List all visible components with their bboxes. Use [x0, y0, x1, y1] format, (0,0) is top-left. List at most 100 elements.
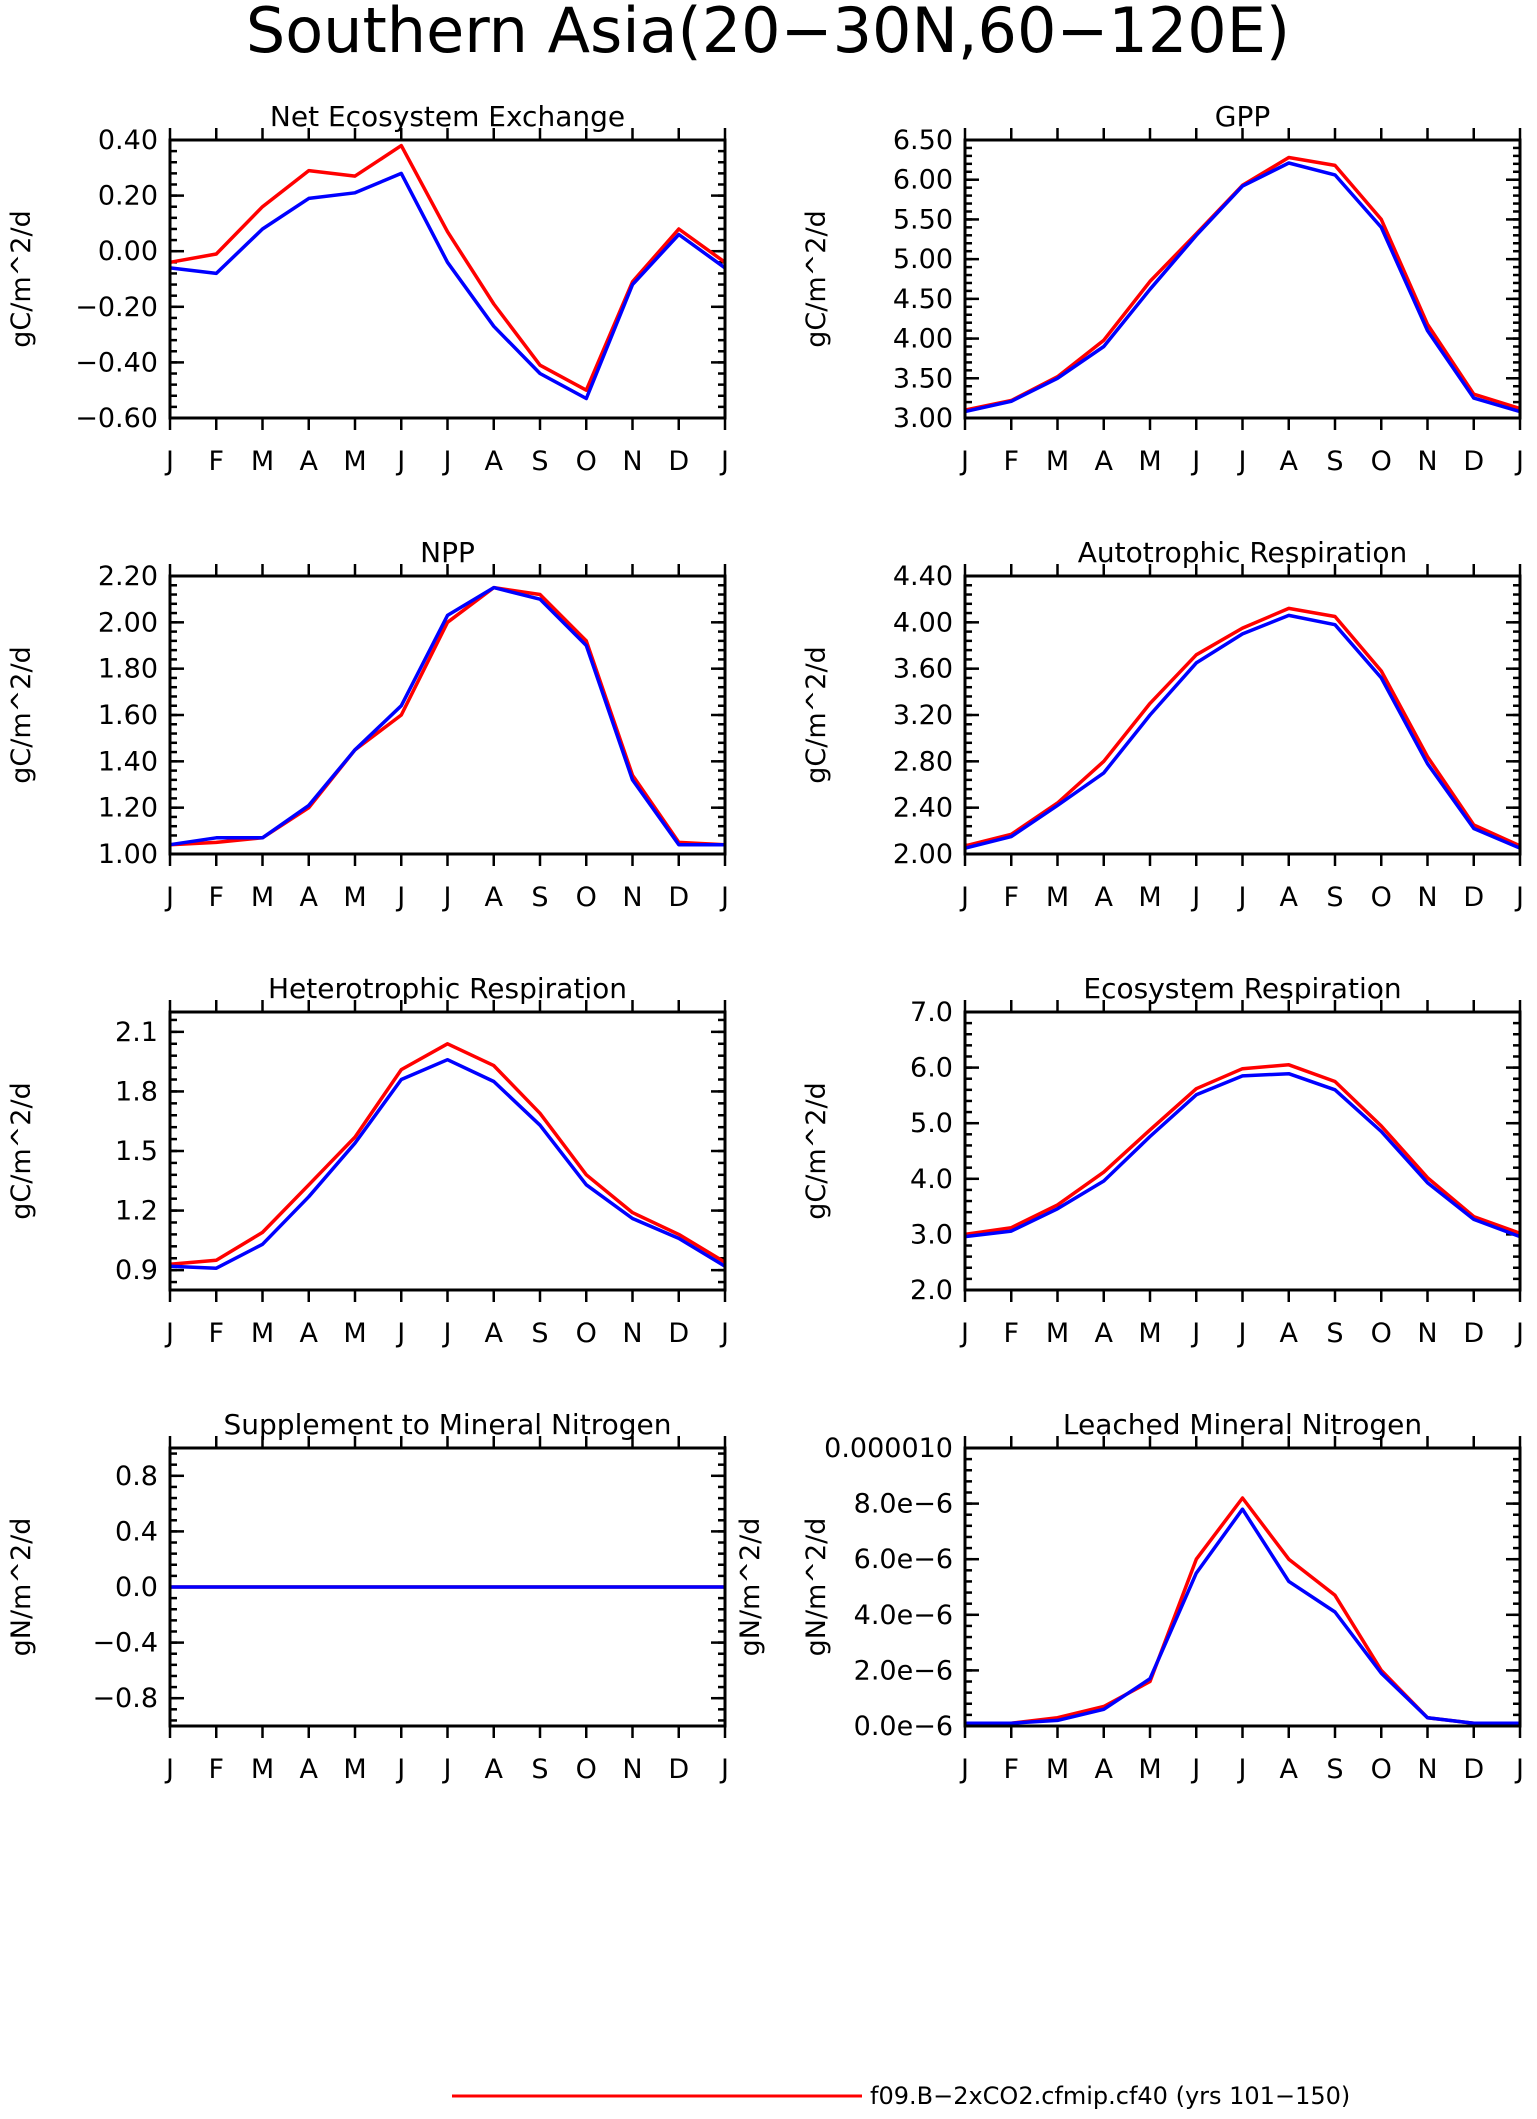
x-tick-label: A	[1095, 1318, 1114, 1349]
y-tick-label: −0.8	[92, 1683, 158, 1714]
y-axis-label: gC/m^2/d	[801, 1082, 832, 1219]
x-tick-label: S	[1326, 882, 1343, 913]
y-tick-label: 6.50	[893, 125, 953, 156]
x-tick-label: O	[1371, 1754, 1392, 1785]
y-tick-label: 2.00	[893, 839, 953, 870]
x-tick-label: J	[719, 1318, 729, 1349]
y-tick-label: 0.0	[115, 1572, 158, 1603]
x-tick-label: J	[1190, 446, 1200, 477]
x-tick-label: J	[1190, 882, 1200, 913]
x-tick-label: M	[251, 882, 274, 913]
y-tick-label: 5.50	[893, 204, 953, 235]
x-tick-label: M	[1138, 1318, 1161, 1349]
x-tick-label: D	[1463, 446, 1484, 477]
x-tick-label: O	[576, 1754, 597, 1785]
y-tick-label: 6.0	[910, 1053, 953, 1084]
y-tick-label: 4.00	[893, 324, 953, 355]
x-tick-label: J	[959, 1318, 969, 1349]
x-tick-label: D	[668, 446, 689, 477]
plot-frame	[963, 1446, 1522, 1728]
plot-frame	[963, 574, 1522, 856]
series-line-red	[965, 1496, 1520, 1725]
x-tick-label: J	[395, 882, 405, 913]
plot-frame	[963, 1010, 1522, 1292]
x-tick-label: J	[164, 882, 174, 913]
x-tick-label: F	[1003, 882, 1019, 913]
x-tick-label: J	[395, 1754, 405, 1785]
y-tick-label: 2.0e−6	[854, 1655, 953, 1686]
y-axis-label: gC/m^2/d	[6, 1082, 37, 1219]
chart-panel-5: Heterotrophic Respiration gC/m^2/d 0.9 1.2 1…	[6, 972, 729, 1349]
panel-title: NPP	[420, 536, 475, 569]
x-tick-label: J	[164, 446, 174, 477]
y-tick-label: 0.8	[115, 1461, 158, 1492]
x-tick-label: M	[343, 1318, 366, 1349]
x-tick-label: J	[1237, 882, 1247, 913]
x-tick-label: D	[668, 1318, 689, 1349]
y-tick-label: 2.20	[98, 561, 158, 592]
y-tick-label: 7.0	[910, 997, 953, 1028]
x-tick-label: F	[208, 446, 224, 477]
x-tick-label: O	[576, 1318, 597, 1349]
y-tick-label: 1.8	[115, 1076, 158, 1107]
x-tick-label: J	[1237, 446, 1247, 477]
y-tick-label: 0.40	[98, 125, 158, 156]
x-tick-label: J	[1237, 1754, 1247, 1785]
x-tick-label: J	[1514, 446, 1524, 477]
x-tick-label: A	[300, 882, 319, 913]
series-line-red	[169, 585, 726, 847]
y-tick-label: 2.40	[893, 793, 953, 824]
y-tick-label: 5.0	[910, 1108, 953, 1139]
x-tick-label: O	[576, 882, 597, 913]
series-line-blue	[964, 1071, 1521, 1239]
plot-frame	[168, 1446, 727, 1728]
x-tick-label: F	[1003, 1754, 1019, 1785]
x-tick-label: S	[531, 446, 548, 477]
panel-title: Net Ecosystem Exchange	[270, 100, 625, 133]
y-tick-label: 6.00	[893, 165, 953, 196]
x-tick-label: M	[1046, 882, 1069, 913]
y-tick-label: 1.5	[115, 1136, 158, 1167]
plot-frame	[963, 138, 1522, 420]
y-tick-label: 1.80	[98, 654, 158, 685]
series-line-red	[169, 1042, 726, 1266]
series-line-blue	[169, 171, 727, 401]
y-tick-label: −0.20	[75, 292, 158, 323]
y-tick-label: 1.00	[98, 839, 158, 870]
x-tick-label: A	[485, 882, 504, 913]
x-tick-label: F	[1003, 1318, 1019, 1349]
x-tick-label: J	[719, 446, 729, 477]
x-tick-label: S	[531, 1754, 548, 1785]
y-tick-label: 3.0	[910, 1219, 953, 1250]
x-tick-label: J	[959, 882, 969, 913]
x-tick-label: M	[1138, 1754, 1161, 1785]
x-tick-label: A	[1280, 882, 1299, 913]
chart-panel-3: NPP gC/m^2/d 1.00 1.20 1.40 1.60 1.80 2.00 2.20 J…	[6, 536, 729, 913]
x-tick-label: A	[1280, 1318, 1299, 1349]
y-tick-label: 1.40	[98, 746, 158, 777]
x-tick-label: J	[1514, 1318, 1524, 1349]
y-axis-label: gN/m^2/d	[6, 1518, 37, 1657]
y-tick-label: 0.0e−6	[854, 1711, 953, 1742]
x-tick-label: A	[1095, 446, 1114, 477]
x-tick-label: F	[1003, 446, 1019, 477]
x-tick-label: N	[1417, 882, 1437, 913]
x-tick-label: F	[208, 882, 224, 913]
y-tick-label: 3.20	[893, 700, 953, 731]
x-tick-label: A	[1280, 446, 1299, 477]
y-tick-label: 0.9	[115, 1255, 158, 1286]
y-tick-label: 3.50	[893, 363, 953, 394]
y-tick-label: −0.4	[92, 1628, 158, 1659]
x-tick-label: M	[343, 1754, 366, 1785]
series-line-blue	[964, 161, 1521, 414]
x-tick-label: J	[164, 1754, 174, 1785]
panel-title: GPP	[1215, 100, 1270, 133]
x-tick-label: N	[622, 882, 642, 913]
y-tick-label: 4.40	[893, 561, 953, 592]
y-tick-label: 5.00	[893, 244, 953, 275]
x-tick-label: M	[251, 1754, 274, 1785]
plot-frame	[168, 1010, 727, 1292]
y-tick-label: 0.000010	[824, 1433, 953, 1464]
y-tick-label: 4.0	[910, 1164, 953, 1195]
chart-panel-6: Ecosystem Respiration gC/m^2/d 2.0 3.0 4.0 5.…	[801, 972, 1524, 1349]
